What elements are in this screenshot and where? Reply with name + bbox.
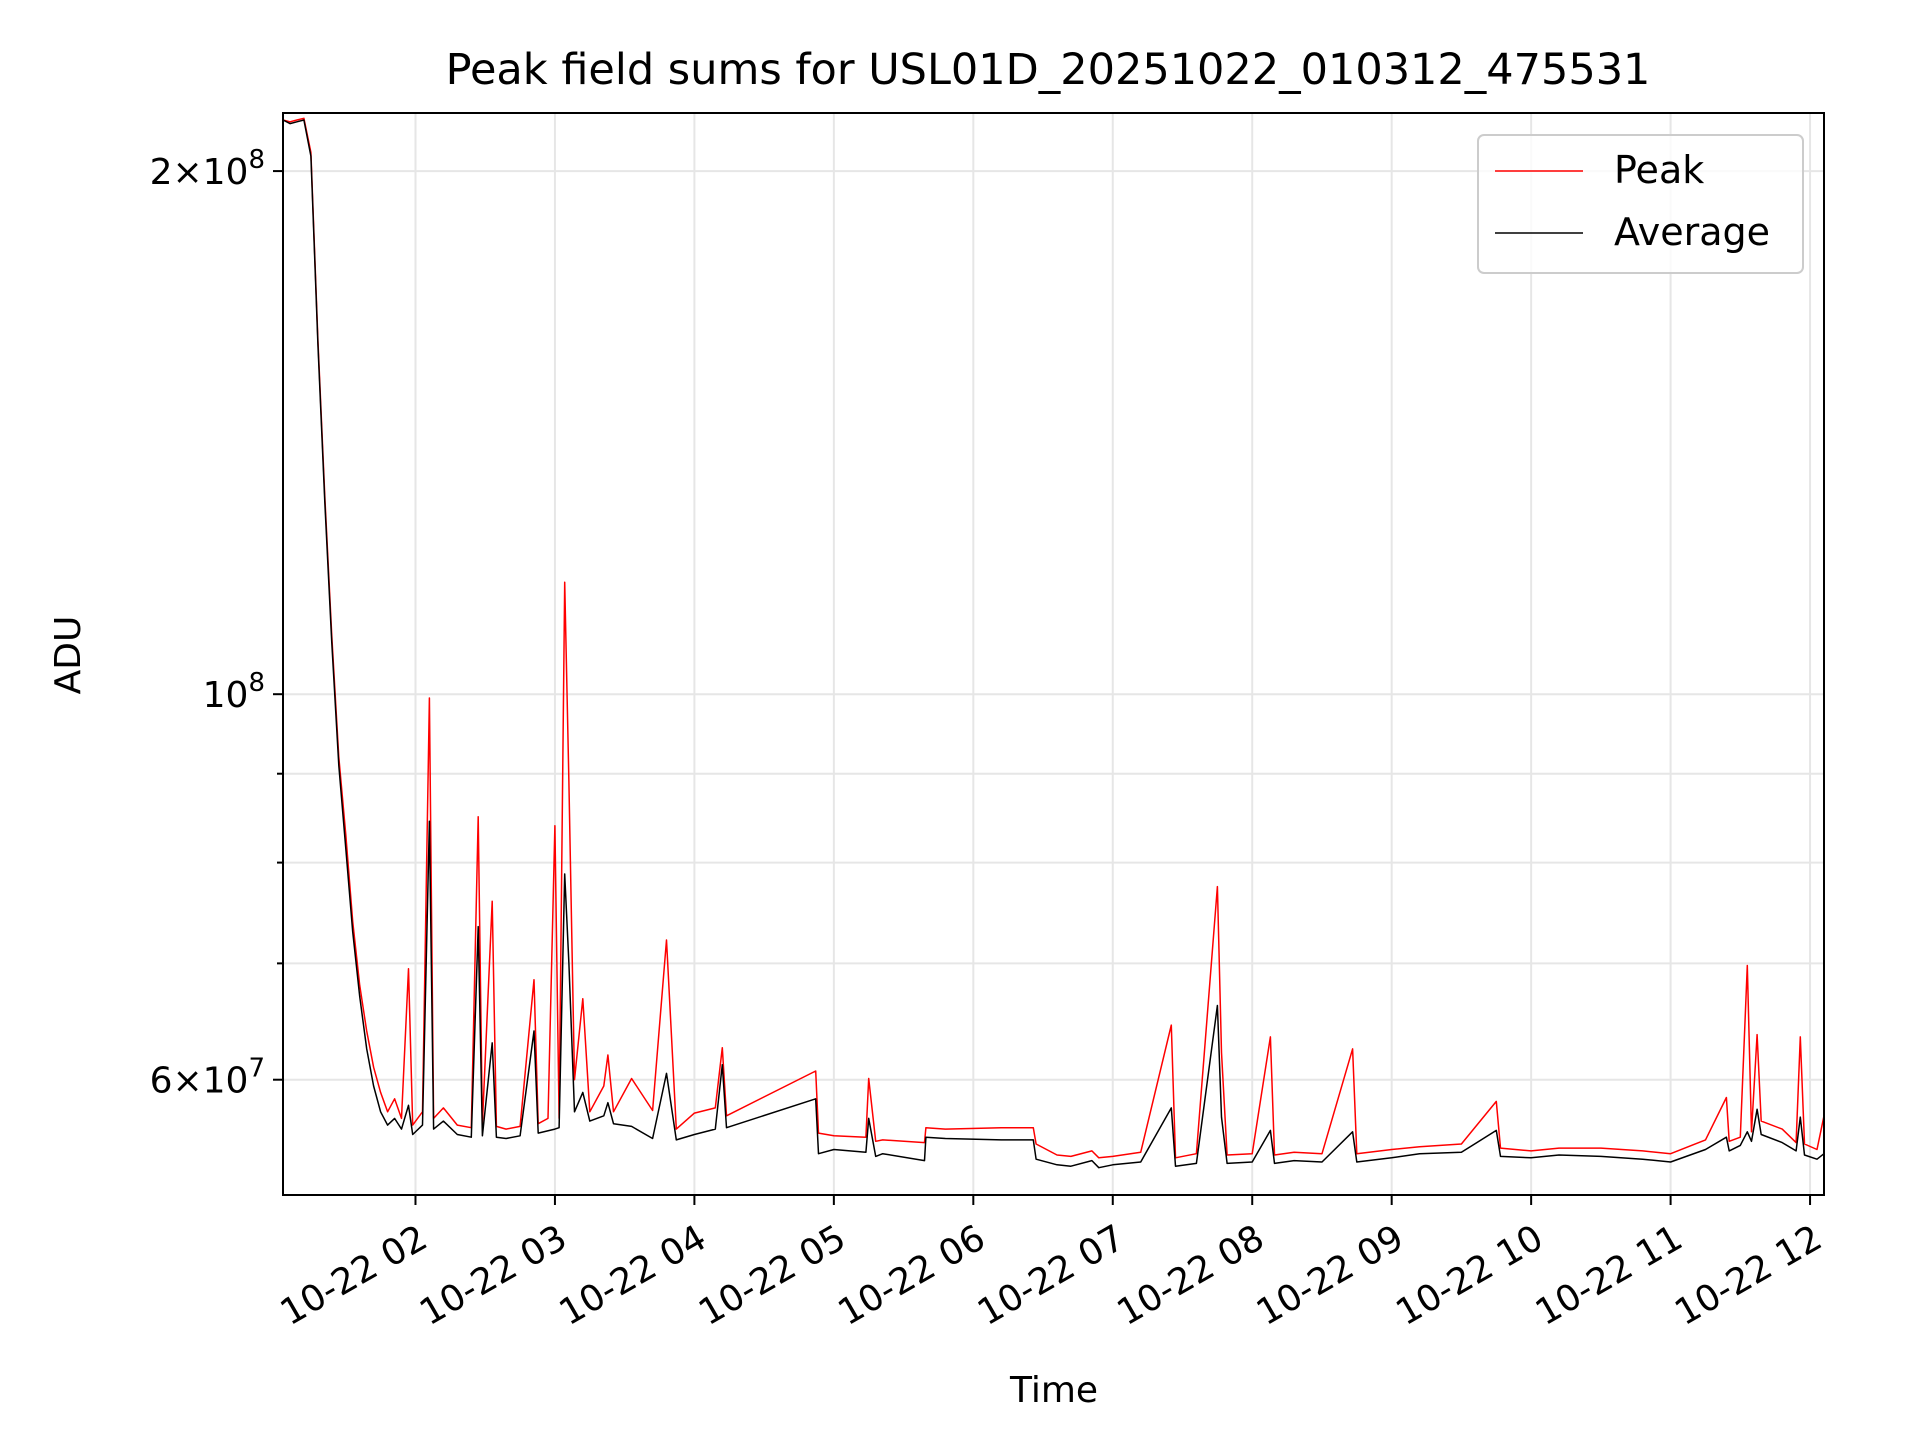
y-tick-label: 2×108 <box>150 145 265 193</box>
x-axis-label: Time <box>1009 1370 1098 1411</box>
y-axis-label: ADU <box>48 616 89 695</box>
y-tick-label: 6×107 <box>150 1054 265 1102</box>
series-line-average <box>282 119 1825 1169</box>
plot-frame <box>282 112 1825 1196</box>
legend-box <box>1477 134 1804 274</box>
legend-label-peak: Peak <box>1614 148 1704 192</box>
grid-layer <box>283 113 1824 1195</box>
legend-label-average: Average <box>1614 210 1770 254</box>
legend: Peak Average <box>1477 134 1804 274</box>
y-tick-label: 108 <box>203 668 265 716</box>
series-line-peak <box>282 117 1825 1159</box>
series-layer <box>282 117 1825 1169</box>
chart-title: Peak field sums for USL01D_20251022_0103… <box>446 45 1651 95</box>
